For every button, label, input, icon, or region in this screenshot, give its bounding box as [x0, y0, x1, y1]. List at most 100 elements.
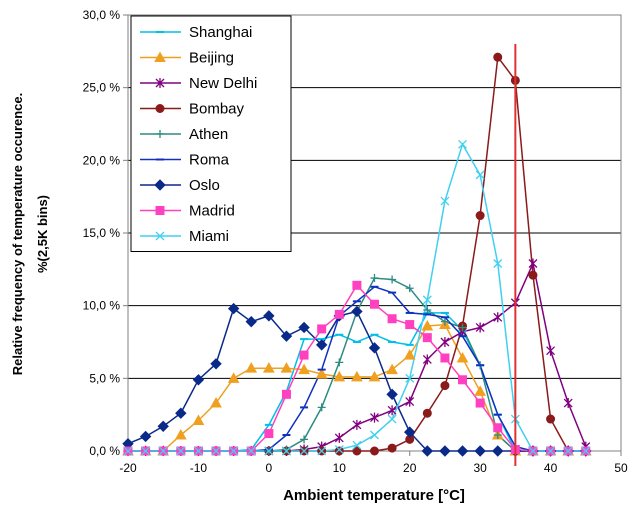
data-point-miami: [141, 446, 151, 456]
data-point-beijing: [421, 319, 434, 331]
data-point-athen: [300, 435, 309, 444]
data-point-oslo: [404, 426, 416, 438]
data-point-new-delhi: [440, 337, 450, 347]
legend-marker-bombay: [155, 104, 165, 113]
legend-marker-oslo: [154, 179, 166, 191]
data-point-madrid: [440, 353, 450, 363]
data-point-bombay: [370, 446, 379, 456]
data-point-madrid: [405, 320, 415, 330]
x-tick-label: -20: [119, 461, 137, 475]
data-point-miami: [229, 446, 239, 456]
data-point-new-delhi: [493, 312, 503, 323]
data-point-oslo: [315, 339, 328, 351]
data-point-miami: [440, 196, 450, 206]
x-tick-label: 10: [333, 461, 347, 475]
data-point-athen: [458, 323, 467, 332]
data-point-athen: [317, 403, 326, 412]
data-point-madrid: [475, 398, 485, 408]
data-point-bombay: [546, 414, 556, 424]
data-point-bombay: [528, 270, 538, 280]
data-point-beijing: [210, 397, 222, 408]
data-point-miami: [299, 446, 309, 456]
data-point-oslo: [263, 310, 275, 322]
data-point-beijing: [403, 349, 416, 360]
data-point-miami: [563, 446, 573, 456]
data-point-athen: [440, 317, 449, 326]
data-point-oslo: [139, 430, 152, 443]
data-point-oslo: [421, 445, 434, 457]
data-point-miami: [176, 446, 186, 456]
data-point-oslo: [474, 445, 486, 457]
data-point-athen: [335, 358, 344, 367]
x-tick-label: 20: [403, 461, 417, 475]
legend-marker-madrid: [155, 206, 165, 215]
data-point-beijing: [386, 363, 398, 375]
x-tick-label: 30: [473, 461, 487, 475]
data-point-oslo: [386, 388, 398, 401]
data-point-madrid: [299, 350, 309, 360]
y-tick-label: 10,0 %: [83, 299, 121, 313]
data-point-oslo: [192, 374, 205, 386]
data-point-beijing: [474, 385, 486, 396]
data-point-miami: [405, 373, 415, 383]
data-point-oslo: [280, 330, 293, 342]
data-point-bombay: [475, 211, 485, 221]
legend: Shanghai Beijing New Delhi Bombay Athen Roma O…: [130, 15, 292, 252]
legend-label-athen: Athen: [189, 126, 228, 143]
data-point-miami: [158, 446, 168, 456]
y-tick-label: 15,0 %: [83, 226, 121, 240]
data-point-miami: [581, 446, 591, 456]
data-point-oslo: [227, 302, 240, 315]
data-point-beijing: [280, 362, 293, 373]
y-tick-label: 20,0 %: [83, 153, 121, 167]
data-point-madrid: [387, 314, 397, 324]
data-point-oslo: [157, 420, 169, 433]
data-point-bombay: [387, 443, 397, 453]
data-point-madrid: [458, 375, 468, 385]
data-point-oslo: [210, 358, 222, 370]
data-point-new-delhi: [546, 345, 556, 356]
data-point-beijing: [174, 428, 187, 440]
data-point-madrid: [352, 280, 362, 290]
series-markers: [122, 52, 592, 457]
legend-marker-athen: [156, 130, 164, 138]
y-axis-title-line1: Relative frequency of temperature occure…: [10, 93, 25, 376]
data-point-oslo: [175, 407, 187, 419]
data-point-athen: [493, 431, 502, 440]
data-point-miami: [546, 446, 556, 456]
y-tick-label: 0,0 %: [89, 444, 120, 458]
data-point-beijing: [315, 367, 328, 379]
data-point-new-delhi: [475, 322, 485, 333]
legend-label-madrid: Madrid: [189, 203, 235, 220]
data-point-bombay: [440, 381, 450, 391]
data-point-miami: [282, 446, 291, 456]
data-point-miami: [246, 446, 256, 456]
data-point-madrid: [370, 299, 379, 309]
data-point-oslo: [351, 305, 363, 318]
data-point-miami: [334, 445, 344, 455]
legend-label-bombay: Bombay: [189, 101, 245, 118]
legend-label-oslo: Oslo: [189, 177, 220, 194]
data-point-new-delhi: [563, 398, 573, 409]
data-point-miami: [211, 446, 221, 456]
legend-label-roma: Roma: [189, 152, 230, 169]
data-point-new-delhi: [352, 419, 362, 430]
y-axis-title-line2: %(2,5K bins): [35, 195, 50, 273]
y-tick-label: 30,0 %: [83, 8, 121, 22]
x-tick-label: 40: [544, 461, 558, 475]
data-point-beijing: [245, 362, 258, 373]
data-point-miami: [458, 139, 467, 149]
data-point-beijing: [351, 370, 363, 382]
data-point-oslo: [439, 445, 451, 457]
data-point-beijing: [368, 370, 381, 382]
x-tick-labels: -20 -10 0 10 20 30 40 50: [119, 451, 628, 475]
data-point-miami: [475, 170, 485, 180]
data-point-athen: [405, 284, 414, 293]
data-point-beijing: [263, 362, 275, 373]
data-point-madrid: [334, 309, 344, 319]
legend-label-miami: Miami: [189, 228, 229, 245]
data-point-bombay: [352, 446, 362, 456]
data-point-miami: [317, 446, 327, 456]
data-point-oslo: [245, 315, 257, 328]
